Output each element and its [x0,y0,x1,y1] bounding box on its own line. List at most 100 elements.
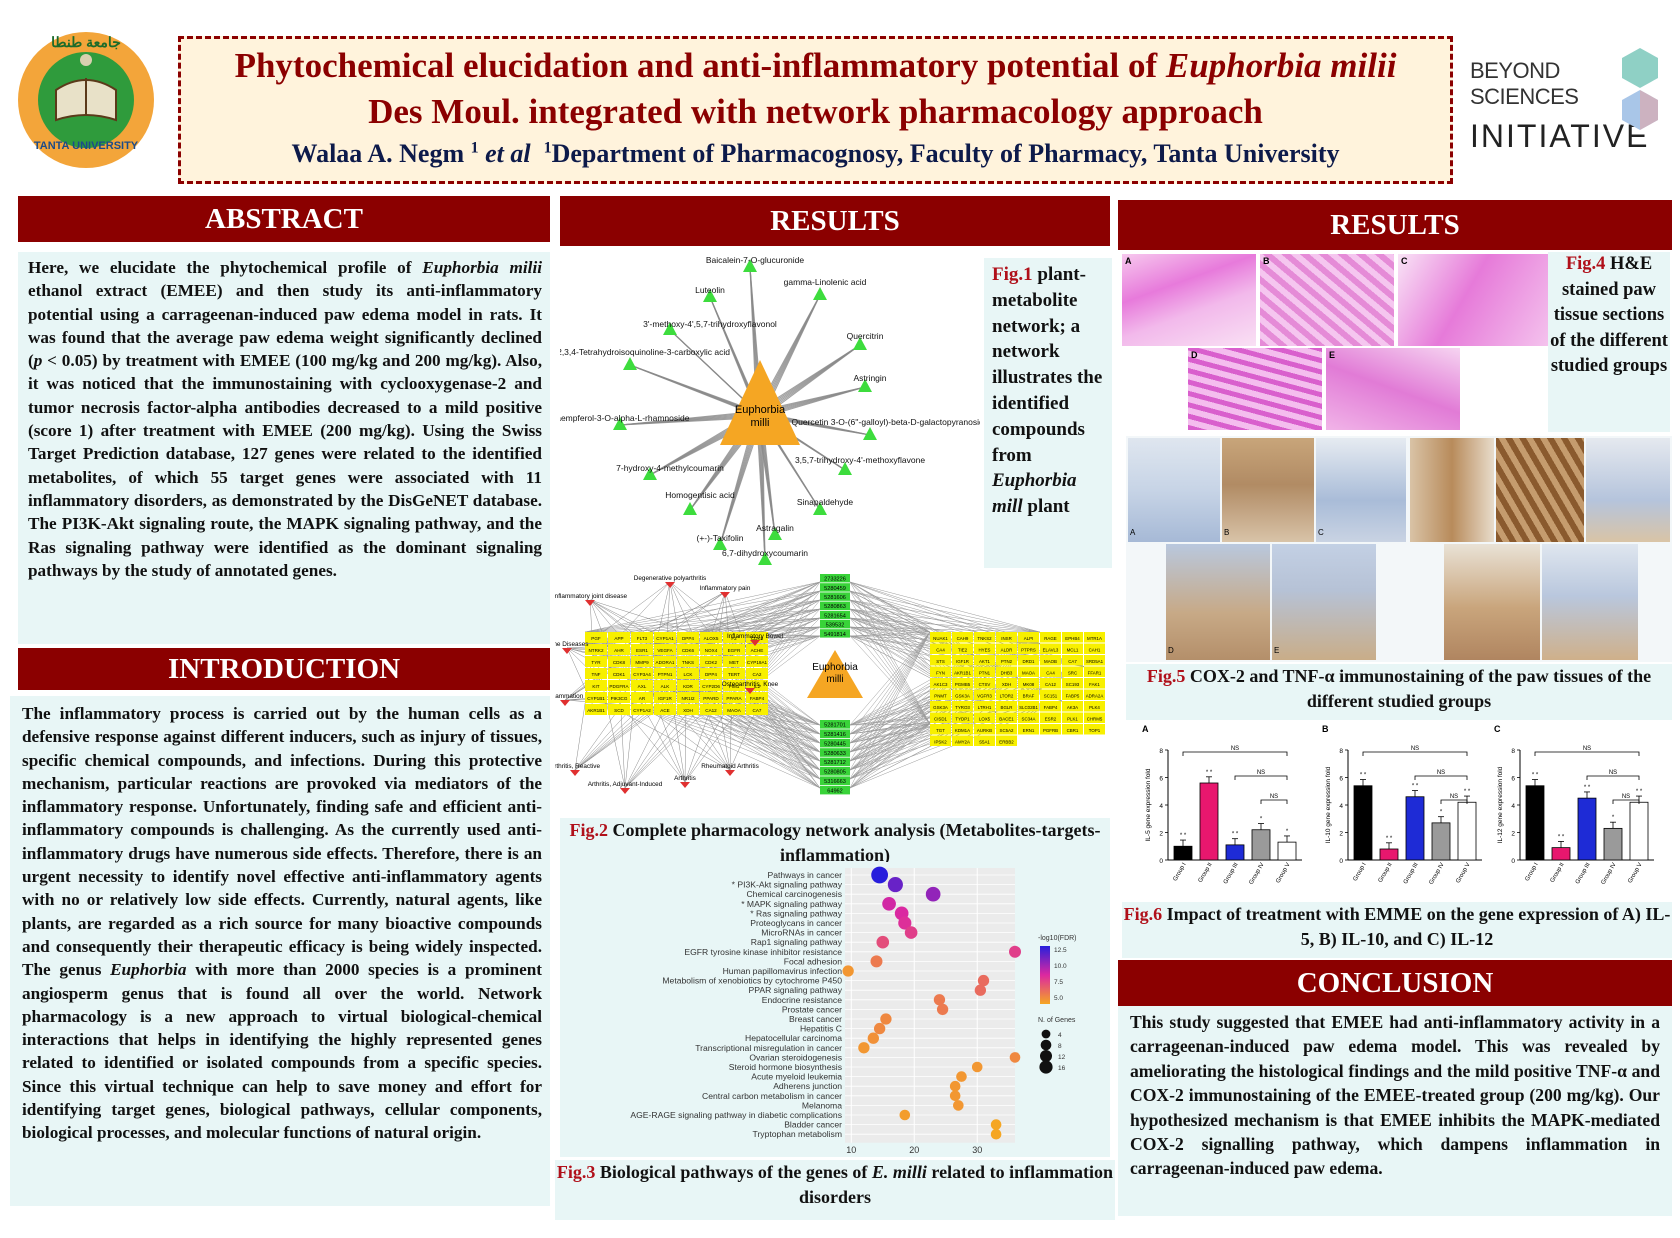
fig2-center-node [807,650,863,698]
fig2-gene-label: RAGE [1044,636,1057,641]
fig2-gene-label: ELAVL3 [1043,648,1059,653]
he-image-c [1398,254,1548,346]
fig1-center-label: milli [751,417,770,429]
fig2-gene-node [952,724,973,735]
fig2-gene-label: ERN1 [1023,728,1035,733]
fig1-text-b: plant [1022,496,1070,518]
fig1-metabolite-node [758,552,772,565]
fig2-gene-label: CA4 [1046,671,1055,676]
fig3-dot [873,1022,886,1035]
fig2-gene-label: CYP1A1 [656,636,674,641]
fig2-edge [699,626,821,633]
fig2-gene-label: CAH1 [1089,648,1101,653]
fig6-group-label: Group II [1378,862,1394,884]
fig6-y-tick-label: 8 [1159,748,1163,755]
fig2-gene-label: ACHE [751,648,764,653]
fig2-disease-node [585,600,595,606]
fig2-edge [849,626,931,633]
fig2-gene-label: NTRK2 [588,648,604,653]
fig3-pathway-label: Steroid hormone biosynthesis [729,1062,842,1072]
fig2-gene-node [1040,724,1061,735]
fig2-metabolite-node [820,574,850,583]
fig5-caption: Fig.5 COX-2 and TNF-α immunostaining of … [1126,664,1672,720]
abstract-text-2: ethanol extract (EMEE) and then study it… [28,281,542,371]
fig2-gene-label: FABP4 [750,696,765,701]
bsi-logo: BEYOND SCIENCES INITIATIVE [1470,48,1670,158]
fig6-bar [1457,801,1477,861]
fig5-label: Fig.5 [1146,666,1186,686]
fig2-gene-label: NUAK1 [933,636,948,641]
fig2-gene-label: IGF1R [658,696,672,701]
fig2-gene-label: PGF [591,636,601,641]
fig2-gene-label: FABP4 [1044,705,1058,710]
fig3-dot [904,926,918,939]
fig2-gene-node [930,632,951,643]
fig3-color-tick: 7.5 [1054,979,1063,986]
fig2-edge [589,599,711,639]
fig2-gene-node [746,644,768,655]
fig6-ns-bracket [1414,775,1468,780]
fig2-gene-label: DHB3 [1001,671,1013,676]
fig6-panel-letter: B [1322,724,1329,734]
fig2-metabolite-node [820,767,850,776]
fig2-gene-label: CYP2D6 [702,684,720,689]
fig2-gene-label: TIE2 [958,648,968,653]
fig1-italic: Euphorbia mill [992,470,1077,518]
fig2-gene-label: PIK3CG [611,696,628,701]
fig3-dot [887,877,903,893]
fig3-dot [1009,945,1021,958]
fig3-dot [953,1100,964,1111]
fig3-pathway-label: Human papillomavirus infection [723,966,843,976]
fig1-caption: Fig.1 plant-metabolite network; a networ… [984,258,1112,568]
fig2-center-label: milli [826,674,843,685]
fig2-gene-node [952,643,973,654]
fig1-metabolite-node [813,287,827,300]
fig6-y-tick-label: 8 [1511,748,1515,755]
fig1-metabolite-node [613,417,627,430]
fig1-node-label: Kaempferol-3-O-alpha-L-rhamnoside [560,413,690,423]
fig2-gene-node [677,668,699,679]
intro-text-1: The inflammatory process is carried out … [22,704,542,980]
he-image-e [1326,348,1460,430]
fig2-metabolite-label: 5281606 [824,595,846,601]
fig2-gene-node [1040,701,1061,712]
fig2-edge [849,631,931,789]
fig2-edge [849,581,975,656]
fig2-edge [849,631,931,762]
he-image-d [1188,348,1322,430]
fig2-gene-node [1040,666,1061,677]
fig1-metabolite-node [713,537,727,550]
fig2-disease-node [680,782,690,788]
fig3-pathway-label: PPAR signaling pathway [749,985,843,995]
fig1-node-label: Homogentisic acid [665,490,735,500]
fig2-gene-label: FAK1 [1089,682,1100,687]
fig2-gene-label: BRAF [1023,694,1035,699]
fig3-dot [990,1119,1002,1130]
fig3-pathway-label: Metabolism of xenobiotics by cytochrome … [662,976,842,986]
fig6-y-tick-label: 6 [1159,776,1163,783]
fig6-ns-label: NS [1411,746,1419,752]
fig2-gene-node [1018,666,1039,677]
fig2-gene-label: ALOX5 [704,636,719,641]
he-image-a [1122,254,1256,346]
fig2-gene-node [654,656,676,667]
fig2-edge [684,709,711,783]
ihc-letter-b: B [1224,528,1230,537]
fig2-gene-label: VEGFA [657,648,673,653]
fig3-dot [974,984,987,996]
fig2-gene-label: BACE1 [999,717,1014,722]
fig2-edge [584,608,821,633]
fig2-gene-label: ESR2 [1045,717,1057,722]
fig1-node-label: Quercetin 3-O-(6''-galloyl)-beta-D-galac… [792,417,980,427]
fig3-dot [898,916,912,930]
fig6-ns-label: NS [1622,794,1630,800]
fig2-disease-label: Bone Diseases [555,641,588,648]
fig2-gene-label: XDH [683,708,693,713]
fig2-gene-label: APP [614,636,623,641]
fig2-gene-node [930,643,951,654]
fig2-metabolite-label: 5491814 [824,632,846,638]
fig6-ns-label: NS [1437,770,1445,776]
fig6-group-label: Group IV [1601,862,1618,886]
fig2-edge [849,626,931,725]
fig2-edge [653,581,821,657]
